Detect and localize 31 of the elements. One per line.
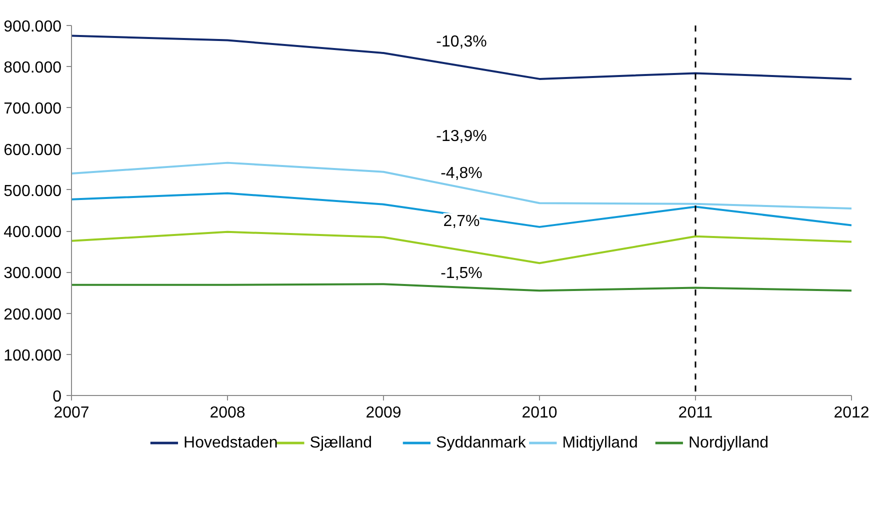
line-series xyxy=(72,283,852,292)
y-tick-label: 900.000 xyxy=(4,18,62,36)
legend-label: Midtjylland xyxy=(562,434,638,452)
x-tick-label: 2012 xyxy=(834,404,870,422)
line-series xyxy=(72,230,852,264)
x-tick-label: 2011 xyxy=(678,404,713,422)
y-tick-label: 0 xyxy=(52,388,62,406)
legend-label: Sjælland xyxy=(310,434,372,452)
x-tick-label: 2010 xyxy=(522,404,558,422)
y-tick-label: 500.000 xyxy=(4,182,62,200)
line-series xyxy=(72,192,852,228)
annotation: -4,8% xyxy=(440,165,482,182)
annotation: -10,3% xyxy=(436,34,487,51)
legend-label: Syddanmark xyxy=(436,434,527,452)
y-tick-label: 400.000 xyxy=(4,224,62,242)
y-tick-label: 600.000 xyxy=(4,142,62,159)
y-tick-label: 100.000 xyxy=(4,347,62,364)
legend-label: Hovedstaden xyxy=(184,434,278,452)
legend-label: Nordjylland xyxy=(688,434,769,452)
line-series xyxy=(72,162,852,210)
annotation: -13,9% xyxy=(436,128,487,145)
y-tick-label: 200.000 xyxy=(4,306,62,324)
y-tick-label: 300.000 xyxy=(4,265,62,282)
y-tick-label: 700.000 xyxy=(4,100,62,118)
line-series xyxy=(72,34,852,80)
x-tick-label: 2008 xyxy=(210,404,246,422)
annotation: 2,7% xyxy=(443,213,480,230)
x-tick-label: 2009 xyxy=(366,404,402,422)
x-tick-label: 2007 xyxy=(54,404,90,422)
annotation: -1,5% xyxy=(440,264,482,282)
y-tick-label: 800.000 xyxy=(4,60,62,77)
